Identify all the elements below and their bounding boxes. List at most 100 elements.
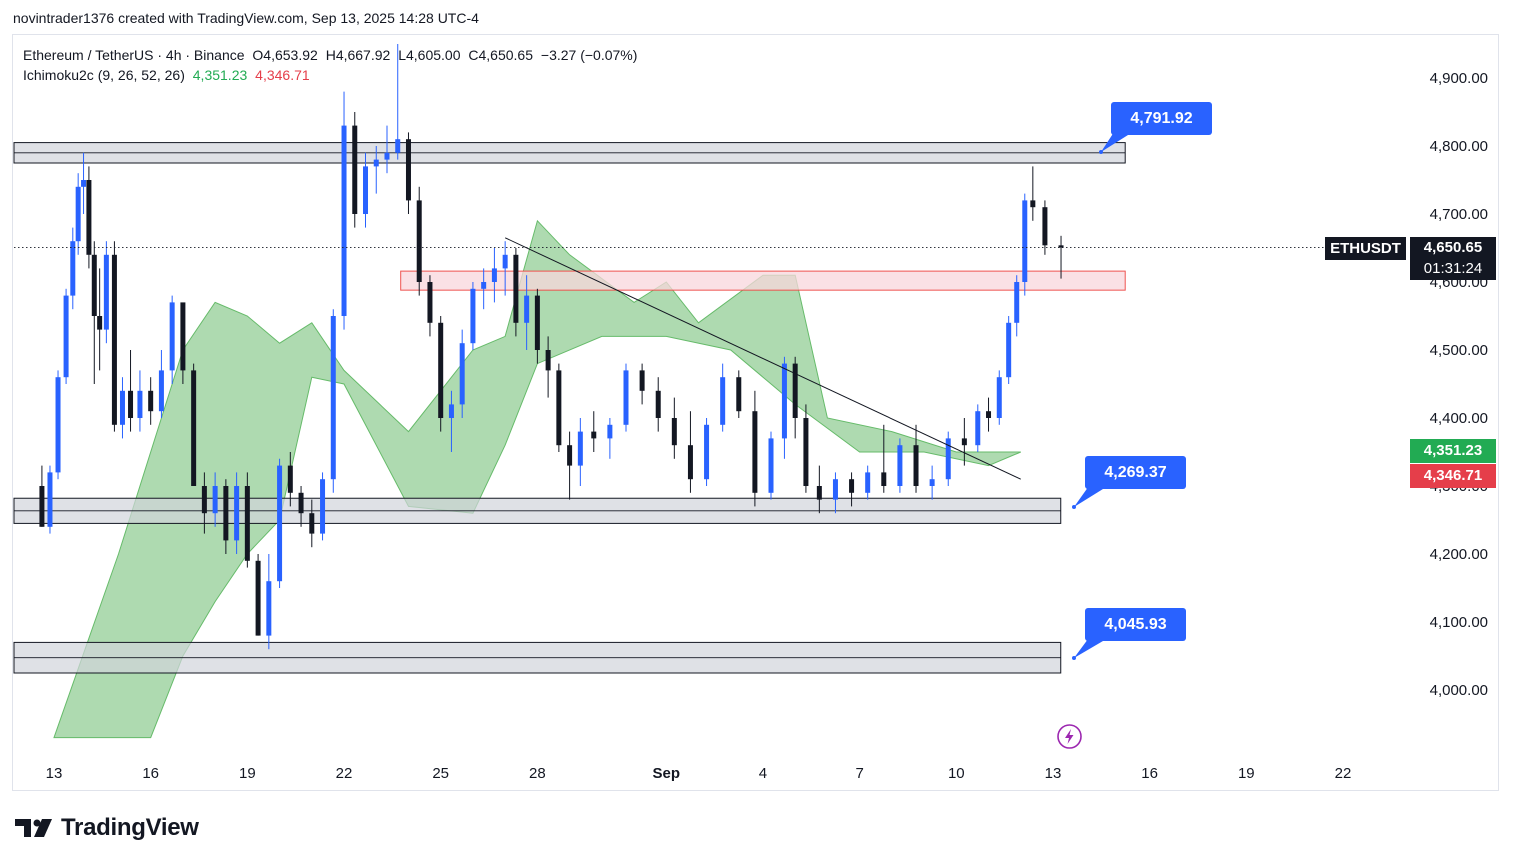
- candle-body: [427, 282, 433, 323]
- callout-4269[interactable]: 4,269.37: [1085, 456, 1186, 489]
- callout-4045[interactable]: 4,045.93: [1085, 608, 1186, 641]
- candle: [427, 275, 433, 337]
- candle: [502, 241, 508, 296]
- candle-body: [524, 295, 530, 323]
- y-tick-label: 4,900.00: [1430, 70, 1488, 87]
- candle-body: [384, 152, 390, 160]
- candle: [897, 438, 903, 493]
- candle-body: [287, 465, 293, 493]
- candle: [524, 275, 530, 350]
- candle: [75, 173, 81, 255]
- candle: [158, 350, 164, 418]
- candle: [201, 472, 207, 534]
- ichimoku-cloud: [53, 219, 1021, 739]
- candle-body: [768, 438, 774, 493]
- y-tick-label: 4,500.00: [1430, 342, 1488, 359]
- candle-body: [223, 486, 229, 541]
- callout-anchor-2: [1072, 656, 1076, 660]
- candle: [341, 91, 347, 330]
- candle: [961, 418, 967, 466]
- high-value: H4,667.92: [325, 47, 391, 63]
- callout-4791[interactable]: 4,791.92: [1111, 102, 1212, 135]
- price-zones: [13, 142, 1126, 674]
- chart-credit: novintrader1376 created with TradingView…: [13, 10, 479, 26]
- chart-legend: Ethereum / TetherUS · 4h · Binance O4,65…: [23, 45, 641, 85]
- candle: [491, 248, 497, 303]
- bar-countdown: 01:31:24: [1410, 258, 1496, 280]
- close-value: C4,650.65: [468, 47, 533, 63]
- candle-body: [416, 200, 422, 282]
- candle: [752, 390, 758, 507]
- candle: [481, 268, 487, 310]
- candle-body: [996, 377, 1002, 418]
- candle-body: [363, 166, 369, 214]
- candle: [169, 295, 175, 384]
- candle: [1030, 166, 1036, 221]
- candle-body: [39, 486, 45, 527]
- candle: [513, 248, 519, 337]
- candle: [244, 472, 250, 568]
- candle-body: [103, 254, 109, 330]
- candle-body: [534, 295, 540, 350]
- y-tick-label: 4,100.00: [1430, 614, 1488, 631]
- candles: [39, 44, 1064, 650]
- indicator-line: Ichimoku2c (9, 26, 52, 26) 4,351.23 4,34…: [23, 65, 641, 85]
- candle-body: [1006, 322, 1012, 378]
- callout-anchor-1: [1072, 505, 1076, 509]
- candle: [86, 166, 92, 269]
- candle-body: [736, 377, 742, 412]
- candle: [55, 370, 61, 480]
- candle-body: [111, 254, 117, 425]
- candle-body: [865, 472, 871, 493]
- candle: [639, 363, 645, 405]
- candle: [832, 472, 838, 514]
- ichimoku-cloud-area: [53, 219, 1021, 739]
- candle: [91, 241, 97, 384]
- candle: [212, 472, 218, 527]
- candle: [459, 329, 465, 418]
- candle: [1006, 316, 1012, 384]
- candle-body: [448, 404, 454, 418]
- candle: [768, 431, 774, 500]
- last-price-tag: 4,650.65: [1410, 237, 1496, 258]
- candle: [577, 418, 583, 486]
- candle: [816, 465, 822, 514]
- candle-body: [577, 431, 583, 466]
- candle-body: [803, 418, 809, 486]
- candle-body: [128, 390, 134, 418]
- candle: [320, 472, 326, 541]
- candle: [405, 132, 411, 214]
- candle-body: [545, 350, 551, 371]
- candle: [720, 363, 726, 432]
- chart-frame: [12, 34, 1499, 791]
- candle-body: [212, 486, 218, 514]
- trendline[interactable]: [504, 237, 1021, 480]
- x-tick-label: 16: [142, 765, 159, 782]
- price-axis: 4,000.004,100.004,200.004,300.004,400.00…: [1430, 70, 1488, 699]
- candle: [352, 112, 358, 228]
- candle-body: [623, 370, 629, 425]
- candle-body: [405, 139, 411, 201]
- symbol-tag: ETHUSDT: [1325, 237, 1406, 260]
- candle: [803, 404, 809, 493]
- symbol-title: Ethereum / TetherUS · 4h · Binance: [23, 47, 245, 63]
- tradingview-logo[interactable]: TradingView: [15, 814, 199, 842]
- candle-body: [158, 370, 164, 412]
- candle: [534, 288, 540, 364]
- candle: [655, 377, 661, 432]
- candle-body: [591, 431, 597, 439]
- candle-body: [655, 390, 661, 418]
- candle-body: [556, 370, 562, 446]
- y-tick-label: 4,200.00: [1430, 546, 1488, 563]
- candle-body: [1014, 282, 1020, 323]
- candle: [556, 363, 562, 452]
- candle-body: [373, 159, 379, 167]
- lightning-icon[interactable]: [1056, 723, 1083, 750]
- candle: [623, 363, 629, 432]
- candle: [128, 350, 134, 432]
- candle-body: [816, 486, 822, 500]
- candle: [180, 302, 186, 384]
- candle: [97, 268, 103, 371]
- y-tick-label: 4,400.00: [1430, 410, 1488, 427]
